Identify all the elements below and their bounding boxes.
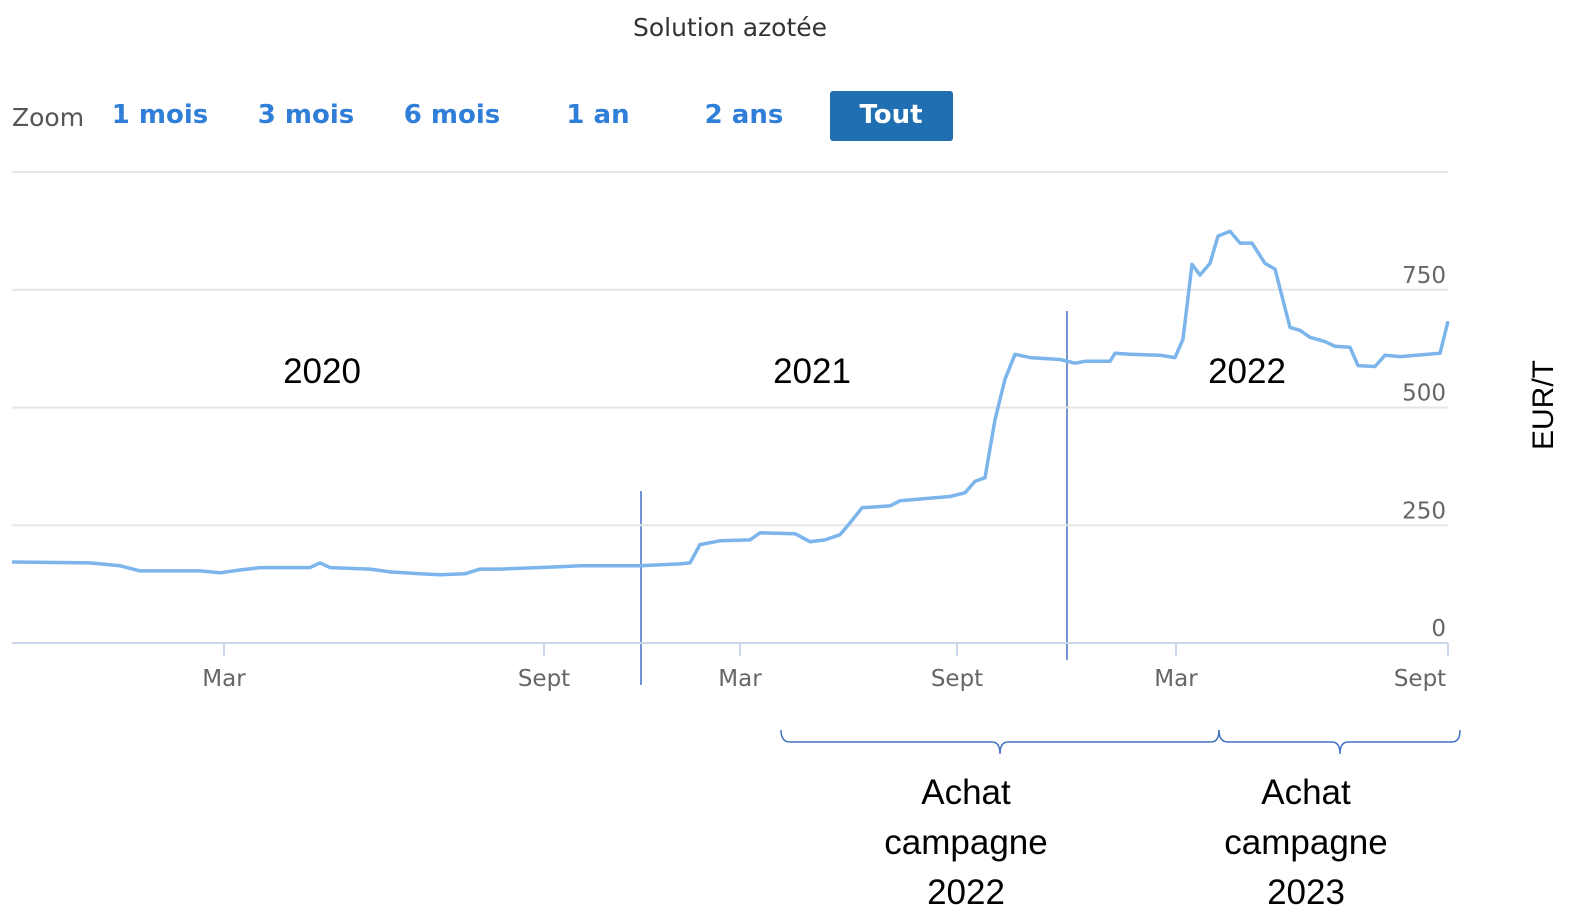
x-tick-label: Sept	[518, 666, 570, 692]
zoom-button-bg[interactable]	[830, 91, 953, 141]
year-annotation: 2022	[1208, 352, 1286, 391]
y-tick-label: 0	[1431, 616, 1446, 642]
price-line	[11, 229, 1450, 577]
x-tick-label: Sept	[1394, 666, 1446, 692]
x-tick-label: Mar	[718, 666, 762, 692]
zoom-button[interactable]: 2 ans	[705, 100, 784, 130]
x-tick-label: Sept	[931, 666, 983, 692]
period-label: 2023	[1267, 873, 1345, 912]
period-label: Achat	[921, 773, 1011, 812]
zoom-label: Zoom	[12, 103, 84, 132]
zoom-button[interactable]: Tout	[859, 100, 922, 130]
brace	[780, 729, 1220, 755]
year-annotation: 2021	[773, 352, 851, 391]
brace	[1218, 729, 1461, 755]
year-annotation: 2020	[283, 352, 361, 391]
x-tick-label: Mar	[1154, 666, 1198, 692]
zoom-button[interactable]: 6 mois	[404, 100, 500, 130]
period-label: Achat	[1261, 773, 1351, 812]
period-label: campagne	[1224, 823, 1387, 862]
chart-title: Solution azotée	[633, 13, 827, 42]
period-label: campagne	[884, 823, 1047, 862]
y-tick-label: 250	[1402, 498, 1446, 524]
zoom-button[interactable]: 1 an	[566, 100, 629, 130]
y-tick-label: 750	[1402, 263, 1446, 289]
period-label: 2022	[927, 873, 1005, 912]
zoom-button[interactable]: 3 mois	[258, 100, 354, 130]
y-axis-label: EUR/T	[1527, 360, 1560, 450]
y-tick-label: 500	[1402, 381, 1446, 407]
x-tick-label: Mar	[202, 666, 246, 692]
zoom-button[interactable]: 1 mois	[112, 100, 208, 130]
